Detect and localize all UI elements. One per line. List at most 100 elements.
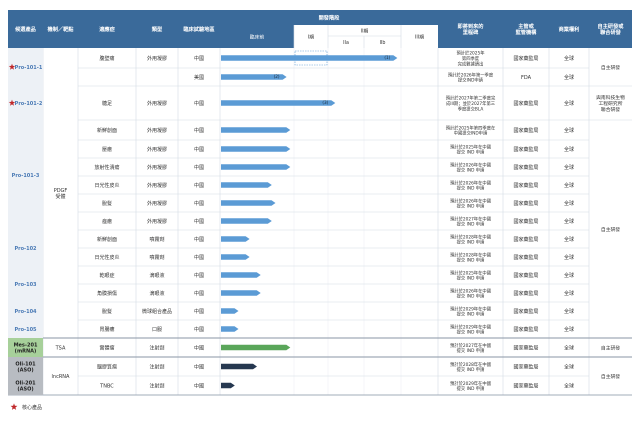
regulator-label: 國家藥監局: [513, 308, 538, 315]
partner-label: 與南科技生物工程研究所聯合研發: [596, 94, 625, 113]
rights-label: 全球: [564, 363, 574, 370]
progress-bar: [221, 236, 250, 242]
product-name: Pro-104: [14, 309, 37, 315]
milestone-text: 預計於2027年第二季度完成III期；並於2027年第三季度提交BLA: [446, 94, 496, 112]
rights-label: 全球: [564, 164, 574, 171]
progress-bar: [221, 254, 250, 260]
formulation-label: 外用凝膠: [147, 55, 167, 62]
table-body: Pro-101-1 Pro-101-2 Pro-101-3 Pro-102 Pro-10…: [8, 48, 625, 395]
header-rights: 商業權利: [559, 25, 580, 33]
region-label: 美國: [194, 74, 204, 81]
progress-bar: [221, 127, 291, 133]
regulator-label: 國家藥監局: [513, 200, 538, 207]
rights-label: 全球: [564, 74, 574, 81]
progress-bar: [221, 272, 261, 278]
milestone-text: 預計於2025年在中國提交 IND 申請: [450, 143, 491, 155]
progress-bar-label: (3): [322, 100, 328, 105]
regulator-label: 國家藥監局: [513, 363, 538, 370]
formulation-label: 微球組合產品: [142, 308, 172, 315]
product-cell-bg: [8, 302, 43, 320]
milestone-text: 預計於2026年第一季度提交IND申請: [448, 71, 494, 83]
regulator-label: 國家藥監局: [513, 146, 538, 153]
region-label: 中國: [194, 127, 204, 134]
regulator-label: 國家藥監局: [513, 218, 538, 225]
progress-bar: [221, 344, 291, 351]
partner-label: 自主研發: [601, 344, 620, 351]
progress-bar: [221, 100, 336, 106]
product-name: Pro-102: [14, 246, 37, 252]
milestone-text: 預計於2025年在中國提交 IND 申請: [450, 269, 491, 281]
milestone-text: 預計於2026年在中國提交 IND 申請: [450, 287, 491, 299]
indication-label: 脫髮: [102, 200, 112, 207]
regulator-label: 國家藥監局: [513, 55, 538, 62]
progress-bar: [221, 200, 276, 206]
milestone-text: 預計於2026年在中國提交 IND 申請: [450, 197, 491, 209]
rights-label: 全球: [564, 200, 574, 207]
core-product-star-icon: [8, 63, 16, 70]
progress-bar: [221, 290, 261, 296]
indication-label: 糖足: [102, 100, 112, 107]
regulator-label: FDA: [521, 75, 532, 81]
header-phase2: II期: [361, 28, 369, 34]
progress-bar-label: (2): [274, 74, 280, 79]
header-regulator: 主管或監管機構: [516, 21, 538, 35]
region-label: 中國: [194, 290, 204, 297]
regulator-label: 國家藥監局: [513, 290, 538, 297]
rights-label: 全球: [564, 290, 574, 297]
rights-label: 全球: [564, 146, 574, 153]
milestone-text: 預計於2027年在中國提交 IND 申請: [450, 341, 491, 353]
rights-label: 全球: [564, 254, 574, 261]
milestone-text: 預計於2028年在中國提交 IND 申請: [450, 360, 491, 372]
product-cell-bg: [8, 120, 43, 230]
formulation-label: 滴眼液: [149, 290, 164, 297]
rights-label: 全球: [564, 127, 574, 134]
product-name: Pro-105: [14, 327, 37, 333]
product-name: Pro-101-3: [12, 173, 40, 179]
formulation-label: 注射劑: [149, 344, 164, 351]
region-label: 中國: [194, 182, 204, 189]
milestone-text: 預計於2027年在中國提交 IND 申請: [450, 215, 491, 227]
product-name: Pro-101-2: [15, 101, 43, 107]
product-cell-bg: [8, 266, 43, 302]
indication-label: 胃腸瘻: [99, 326, 114, 333]
regulator-label: 國家藥監局: [513, 326, 538, 333]
progress-bar: [221, 326, 239, 332]
header-phase1: I期: [308, 34, 314, 40]
legend-star-icon: [10, 403, 18, 410]
milestone-text: 預計於2025年第四季度完成數據讀出: [456, 49, 485, 67]
region-label: 中國: [194, 272, 204, 279]
product-cell-bg: [8, 357, 43, 376]
product-cell-bg: [8, 320, 43, 338]
formulation-label: 外用凝膠: [147, 146, 167, 153]
progress-bar: [221, 182, 272, 188]
formulation-label: 噴霧劑: [149, 236, 164, 243]
target-label: lncRNA: [52, 374, 71, 380]
regulator-label: 國家藥監局: [513, 182, 538, 189]
progress-bar-label: (1): [384, 55, 390, 60]
core-product-star-icon: [8, 99, 16, 106]
header-partner: 自主研發或聯合研發: [598, 21, 625, 35]
region-label: 中國: [194, 164, 204, 171]
product-name: Oli-201 (ASO): [15, 380, 36, 392]
product-cell-bg: [8, 376, 43, 395]
progress-bar: [221, 363, 257, 370]
formulation-label: 口服: [152, 327, 162, 333]
rights-label: 全球: [564, 55, 574, 62]
indication-label: 日光性皮炎: [94, 254, 119, 261]
indication-label: 壓瘡: [102, 146, 112, 153]
product-name: Pro-103: [14, 282, 37, 288]
indication-label: 日光性皮炎: [94, 182, 119, 189]
milestone-text: 預計於2029年在中國提交 IND 申請: [450, 305, 491, 317]
progress-bar: [221, 218, 272, 224]
indication-label: 腹壁痛: [99, 55, 114, 62]
milestone-text: 預計於2025年第四季度在中國提交IND申請: [446, 124, 496, 136]
partner-label: 自主研發: [601, 226, 620, 233]
target-label: TSA: [55, 345, 66, 351]
regulator-label: 國家藥監局: [513, 100, 538, 107]
rights-label: 全球: [564, 236, 574, 243]
header-phase2b: IIb: [380, 40, 386, 46]
indication-label: 腦膠質瘤: [97, 363, 117, 370]
milestone-text: 預計於2029年在中國提交 IND 申請: [450, 379, 491, 391]
milestone-text: 預計於2028年在中國提交 IND 申請: [450, 251, 491, 263]
